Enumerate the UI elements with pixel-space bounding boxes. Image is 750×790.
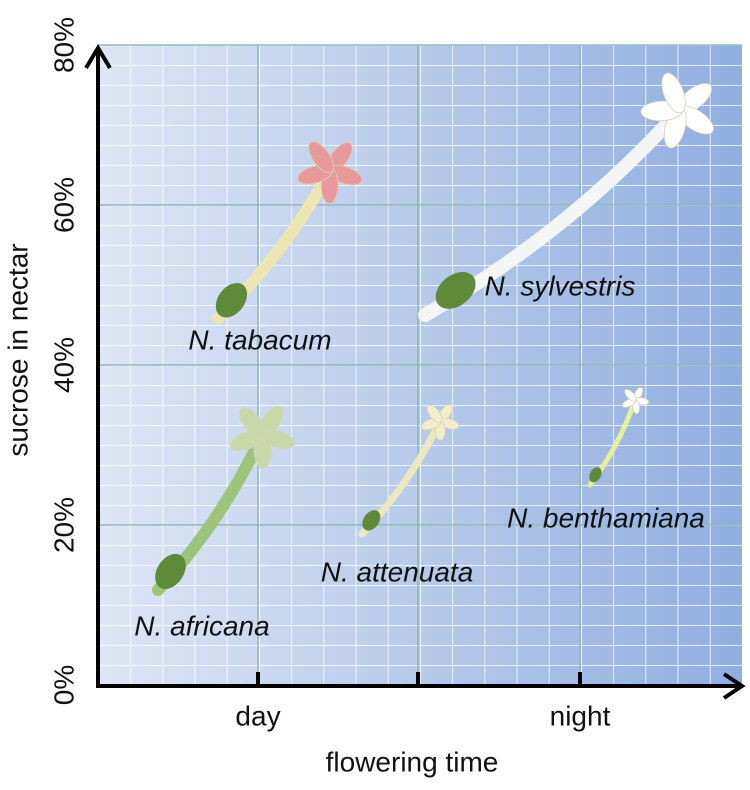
flower-petal	[661, 72, 686, 114]
flower	[418, 72, 715, 322]
flower	[358, 404, 460, 538]
flower-calyx	[435, 271, 476, 309]
axes	[84, 44, 746, 700]
species-label: N. tabacum	[188, 324, 331, 355]
flower	[152, 405, 295, 596]
y-tick-label: 60%	[48, 177, 79, 233]
flower-calyx	[362, 510, 381, 531]
y-tick-label: 80%	[48, 17, 79, 73]
flower	[212, 141, 363, 324]
y-tick-label: 40%	[48, 337, 79, 393]
flower-petal	[426, 404, 443, 424]
flower-calyx	[215, 282, 248, 318]
species-label: N. benthamiana	[507, 502, 705, 533]
x-tick-label: day	[235, 700, 280, 731]
flower-petal	[308, 141, 334, 174]
flower-calyx	[589, 467, 602, 483]
species-label: N. sylvestris	[485, 270, 636, 301]
flower	[587, 387, 650, 488]
x-axis-label: flowering time	[326, 746, 499, 777]
flower-petal	[239, 407, 266, 439]
flower-calyx	[155, 553, 186, 589]
species-label: N. africana	[134, 610, 269, 641]
species-label: N. attenuata	[321, 556, 474, 587]
x-tick-label: night	[550, 700, 611, 731]
y-axis-label: sucrose in nectar	[2, 243, 33, 456]
y-tick-label: 0%	[48, 665, 79, 705]
y-tick-label: 20%	[48, 497, 79, 553]
flower-petal	[624, 389, 637, 402]
